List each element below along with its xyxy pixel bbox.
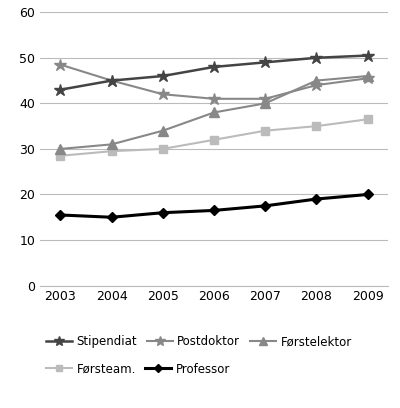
Legend: Førsteam., Professor: Førsteam., Professor: [46, 363, 230, 376]
